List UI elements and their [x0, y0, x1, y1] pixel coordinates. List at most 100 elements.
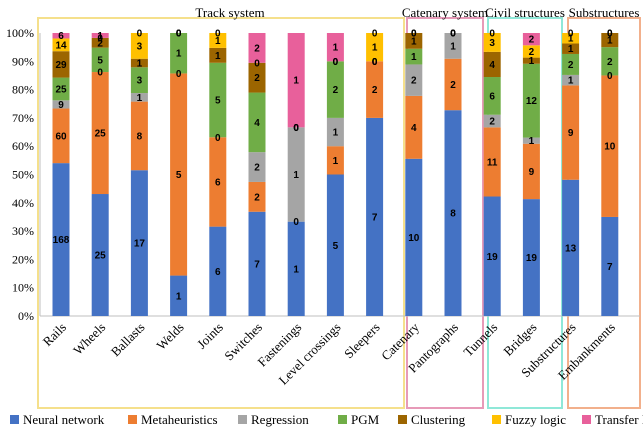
data-label: 1 — [411, 52, 417, 63]
bar-segment — [483, 51, 501, 78]
data-label: 0 — [254, 58, 260, 69]
bar-segment — [562, 74, 580, 86]
bar-segment — [522, 33, 540, 46]
data-label: 0 — [176, 29, 182, 40]
data-label: 0 — [293, 123, 299, 134]
bar-segment — [326, 61, 344, 118]
group-label-0: Track system — [195, 5, 264, 20]
bar-segment — [170, 73, 188, 276]
bar-segment — [522, 199, 540, 316]
data-label: 11 — [487, 157, 498, 168]
data-label: 3 — [489, 38, 495, 49]
group-label-2: Civil structures — [485, 5, 565, 20]
data-label: 2 — [529, 47, 535, 58]
bar-segment — [562, 43, 580, 54]
data-label: 12 — [526, 96, 538, 107]
data-label: 13 — [565, 243, 577, 254]
y-tick-label: 70% — [12, 111, 34, 125]
data-label: 25 — [55, 84, 67, 95]
data-label: 25 — [95, 251, 107, 262]
data-label: 1 — [293, 76, 299, 87]
bar-segment — [405, 33, 423, 49]
legend-swatch — [398, 415, 407, 424]
x-tick-label: Ballasts — [108, 320, 148, 360]
bar-segment — [405, 95, 423, 159]
data-label: 0 — [176, 69, 182, 80]
data-label: 4 — [254, 118, 260, 129]
x-tick-label: Wheels — [70, 320, 108, 358]
data-label: 2 — [254, 43, 260, 54]
data-label: 0 — [333, 57, 339, 68]
data-label: 1 — [215, 36, 221, 47]
bar-segment — [52, 108, 70, 164]
bar-segment — [522, 143, 540, 200]
data-label: 1 — [529, 56, 535, 67]
bar-segment — [405, 64, 423, 96]
bar-segment — [562, 85, 580, 180]
bar-segment — [130, 67, 148, 94]
data-label: 0 — [450, 29, 456, 40]
bar-segment — [366, 61, 384, 118]
data-label: 1 — [176, 49, 182, 60]
bar-segment — [209, 47, 227, 63]
data-label: 1 — [568, 76, 574, 87]
data-label: 0 — [137, 29, 143, 40]
bar-segment — [248, 62, 266, 93]
data-label: 2 — [489, 117, 495, 128]
data-label: 2 — [333, 85, 339, 96]
bar-segment — [522, 45, 540, 58]
data-label: 168 — [53, 235, 70, 246]
data-label: 1 — [529, 136, 535, 147]
data-label: 2 — [411, 76, 417, 87]
group-label-3: Substructures — [569, 5, 640, 20]
data-label: 0 — [333, 57, 339, 68]
bar-segment — [52, 33, 70, 39]
data-label: 1 — [411, 36, 417, 47]
y-tick-label: 50% — [12, 168, 34, 182]
legend-label: Fuzzy logic — [505, 412, 566, 427]
data-label: 2 — [450, 80, 456, 91]
bar-segment — [366, 33, 384, 62]
bar-segment — [444, 110, 462, 316]
x-tick-label: Sleepers — [341, 320, 383, 362]
data-label: 10 — [604, 142, 616, 153]
legend: Neural network Metaheuristics Regression PG… — [10, 412, 643, 427]
data-label: 0 — [568, 29, 574, 40]
legend-swatch — [582, 415, 591, 424]
data-label: 7 — [254, 259, 260, 270]
bar-segment — [562, 53, 580, 75]
bar-segment — [52, 77, 70, 101]
y-tick-label: 10% — [12, 281, 34, 295]
data-label: 0 — [215, 133, 221, 144]
legend-label: Transfer learning — [595, 412, 643, 427]
bar-segment — [248, 211, 266, 316]
bar-segment — [522, 137, 540, 144]
data-label: 5 — [333, 241, 339, 252]
data-label: 0 — [607, 29, 613, 40]
data-label: 2 — [372, 85, 378, 96]
bar-segment — [287, 127, 305, 222]
bar-segment — [562, 179, 580, 316]
bar-segment — [483, 77, 501, 115]
data-label: 1 — [450, 41, 456, 52]
bar-segment — [601, 33, 619, 48]
data-label: 10 — [408, 233, 420, 244]
data-label: 9 — [529, 167, 535, 178]
data-label: 0 — [293, 123, 299, 134]
bar-segment — [444, 58, 462, 111]
data-label: 5 — [215, 96, 221, 107]
data-label: 1 — [97, 31, 103, 42]
data-label: 2 — [254, 192, 260, 203]
bar-segment — [326, 174, 344, 316]
bar-segment — [287, 33, 305, 128]
data-label: 1 — [293, 264, 299, 275]
data-label: 1 — [568, 44, 574, 55]
data-label: 1 — [215, 51, 221, 62]
legend-swatch — [238, 415, 247, 424]
bar-segment — [248, 92, 266, 153]
data-label: 5 — [176, 170, 182, 181]
data-label: 0 — [450, 29, 456, 40]
legend-swatch — [338, 415, 347, 424]
data-label: 0 — [176, 29, 182, 40]
